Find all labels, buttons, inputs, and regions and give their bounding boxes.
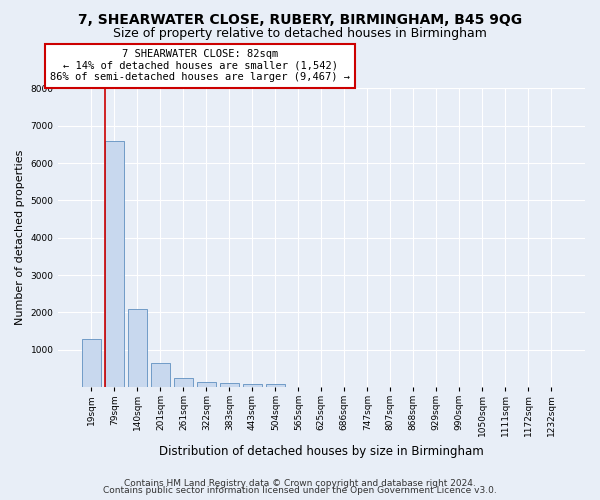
Text: Size of property relative to detached houses in Birmingham: Size of property relative to detached ho…: [113, 28, 487, 40]
Text: 7 SHEARWATER CLOSE: 82sqm
← 14% of detached houses are smaller (1,542)
86% of se: 7 SHEARWATER CLOSE: 82sqm ← 14% of detac…: [50, 49, 350, 82]
Bar: [104, 140, 124, 387]
Bar: [266, 384, 285, 387]
Text: Contains public sector information licensed under the Open Government Licence v3: Contains public sector information licen…: [103, 486, 497, 495]
Bar: [197, 382, 216, 387]
Bar: [242, 384, 262, 387]
Text: 7, SHEARWATER CLOSE, RUBERY, BIRMINGHAM, B45 9QG: 7, SHEARWATER CLOSE, RUBERY, BIRMINGHAM,…: [78, 12, 522, 26]
Text: Contains HM Land Registry data © Crown copyright and database right 2024.: Contains HM Land Registry data © Crown c…: [124, 478, 476, 488]
X-axis label: Distribution of detached houses by size in Birmingham: Distribution of detached houses by size …: [159, 444, 484, 458]
Bar: [220, 384, 239, 387]
Y-axis label: Number of detached properties: Number of detached properties: [15, 150, 25, 326]
Bar: [151, 363, 170, 387]
Bar: [173, 378, 193, 387]
Bar: [82, 338, 101, 387]
Bar: [128, 310, 147, 387]
